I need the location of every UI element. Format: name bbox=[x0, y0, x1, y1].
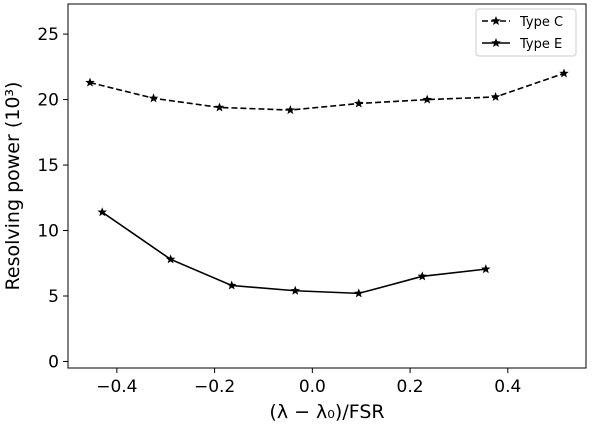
x-tick-label: −0.4 bbox=[96, 377, 137, 397]
y-tick-label: 20 bbox=[37, 91, 59, 111]
legend-marker bbox=[491, 38, 501, 48]
data-point-type-c bbox=[490, 91, 501, 102]
series-type-c bbox=[85, 68, 569, 115]
x-tick-label: 0.2 bbox=[397, 377, 424, 397]
data-point-type-c bbox=[422, 94, 432, 104]
legend-marker bbox=[491, 16, 501, 26]
data-point-type-e bbox=[481, 264, 491, 274]
data-point-type-c bbox=[214, 102, 225, 112]
y-tick-label: 25 bbox=[37, 25, 59, 45]
y-axis-label: Resolving power (10³) bbox=[2, 82, 24, 291]
data-point-type-e bbox=[354, 288, 364, 298]
legend-item-type-c: Type C bbox=[482, 15, 563, 30]
series-type-e bbox=[97, 207, 491, 298]
data-point-type-c bbox=[559, 68, 569, 78]
x-tick-label: −0.2 bbox=[194, 377, 235, 397]
data-point-type-e bbox=[165, 254, 176, 264]
y-tick-label: 15 bbox=[37, 156, 59, 176]
data-point-type-e bbox=[290, 285, 300, 295]
legend-item-type-e: Type E bbox=[482, 37, 562, 52]
y-tick-label: 10 bbox=[37, 222, 59, 242]
y-tick-label: 5 bbox=[48, 287, 59, 307]
legend: Type C Type E bbox=[475, 8, 577, 57]
data-point-type-c bbox=[148, 93, 159, 103]
data-point-type-e bbox=[226, 280, 237, 290]
series-line-type-c bbox=[89, 72, 565, 111]
x-tick-label: 0.0 bbox=[299, 377, 326, 397]
legend-label: Type C bbox=[519, 15, 563, 30]
legend-label: Type E bbox=[519, 37, 562, 52]
plot-frame bbox=[67, 3, 587, 369]
data-point-type-e bbox=[417, 271, 428, 281]
data-point-type-c bbox=[354, 98, 364, 108]
data-point-type-c bbox=[85, 77, 95, 87]
plot-area bbox=[85, 68, 569, 298]
x-axis-label: (λ − λ₀)/FSR bbox=[269, 401, 384, 423]
data-point-type-e bbox=[97, 207, 107, 217]
data-point-type-c bbox=[285, 105, 296, 115]
y-tick-label: 0 bbox=[48, 352, 59, 372]
x-axis: −0.4 −0.2 0.0 0.2 0.4 bbox=[96, 368, 521, 397]
y-axis: 0 5 10 15 20 25 bbox=[37, 25, 68, 372]
series-line-type-e bbox=[101, 211, 486, 295]
x-tick-label: 0.4 bbox=[494, 377, 521, 397]
